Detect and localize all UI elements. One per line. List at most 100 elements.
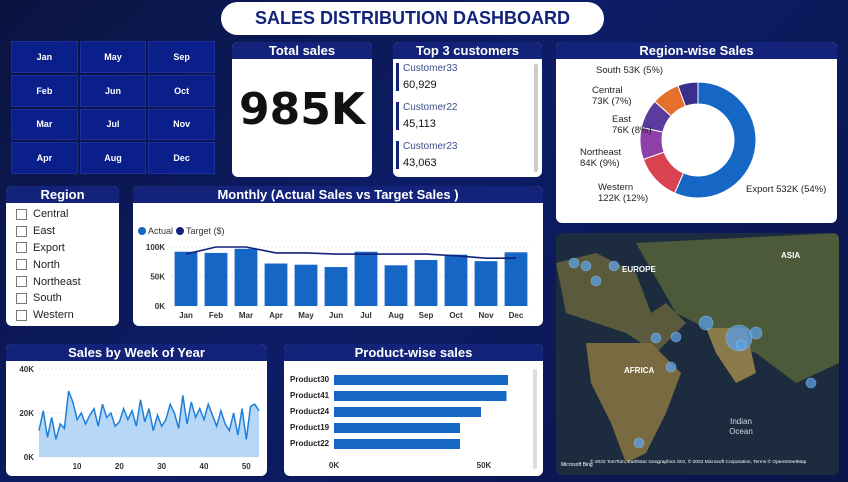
x-tick-label: Sep [419, 311, 434, 320]
map-bubble [590, 275, 602, 287]
x-tick-label: Apr [269, 311, 283, 320]
map-bubble [698, 315, 714, 331]
map-bubble [568, 257, 580, 269]
checkbox[interactable] [16, 259, 27, 271]
sales-map[interactable]: EUROPE ASIA AFRICA Indian Ocean Microsoft Bin… [556, 233, 839, 475]
month-button-sep[interactable]: Sep [148, 41, 215, 73]
donut-slice [677, 81, 699, 107]
map-bubble [665, 361, 677, 373]
checkbox[interactable] [16, 242, 27, 254]
top-customers-title: Top 3 customers [393, 42, 542, 59]
x-tick-label: 40 [200, 462, 209, 471]
month-button-jun[interactable]: Jun [79, 74, 147, 107]
month-button-nov[interactable]: Nov [148, 108, 215, 141]
monthly-bar [414, 259, 438, 306]
legend-marker [138, 227, 146, 235]
map-label-europe: EUROPE [622, 265, 656, 274]
x-tick-label: Feb [209, 311, 223, 320]
x-tick-label: Jan [179, 311, 193, 320]
y-tick-label: 0K [155, 302, 165, 311]
month-button-feb[interactable]: Feb [11, 74, 78, 107]
region-sales-card: Region-wise Sales Export 532K (54%) Weste… [556, 42, 837, 223]
region-option-central[interactable]: Central [6, 206, 119, 223]
scrollbar[interactable] [534, 64, 538, 172]
monthly-chart-title: Monthly (Actual Sales vs Target Sales ) [133, 186, 543, 203]
customer-name: Customer22 [403, 102, 458, 113]
monthly-bar [444, 254, 468, 306]
dashboard-title: SALES DISTRIBUTION DASHBOARD [221, 2, 604, 35]
region-option-export[interactable]: Export [6, 240, 119, 257]
x-tick-label: Jul [360, 311, 372, 320]
month-button-dec[interactable]: Dec [148, 142, 215, 174]
y-tick-label: 50K [150, 273, 165, 282]
checkbox[interactable] [16, 309, 27, 321]
region-option-east[interactable]: East [6, 223, 119, 240]
donut-slice [673, 81, 757, 199]
slice-label: East 76K (8%) [612, 114, 652, 136]
monthly-bar [504, 252, 528, 306]
product-bar [334, 423, 460, 433]
target-line [185, 246, 516, 260]
x-tick-label: May [298, 311, 314, 320]
customer-item: Customer23 43,063 [396, 141, 531, 169]
x-tick-label: 0K [329, 461, 339, 470]
top-customers-card: Top 3 customers Customer33 60,929 Customer… [393, 42, 542, 177]
month-slicer: Jan May Sep Feb Jun Oct Mar Jul Nov Apr Aug Dec [11, 41, 215, 174]
month-button-mar[interactable]: Mar [11, 108, 78, 141]
checkbox[interactable] [16, 225, 27, 237]
product-chart-title: Product-wise sales [284, 344, 543, 361]
product-label: Product30 [290, 375, 330, 384]
total-sales-value: 985K [239, 84, 365, 135]
month-button-apr[interactable]: Apr [11, 142, 78, 174]
map-card[interactable]: EUROPE ASIA AFRICA Indian Ocean Microsoft Bin… [556, 233, 839, 475]
product-bar-chart: Product30 Product41 Product24 Product19 Prod… [290, 369, 537, 470]
monthly-bar [354, 251, 378, 306]
legend-marker [176, 227, 184, 235]
map-bubble [749, 326, 763, 340]
checkbox[interactable] [16, 276, 27, 288]
monthly-bar [384, 265, 408, 306]
total-sales-card: Total sales 985K [232, 42, 372, 177]
bing-logo: Microsoft Bing [561, 462, 593, 468]
map-bubble [805, 377, 817, 389]
weekly-line [38, 390, 260, 440]
product-label: Product22 [290, 439, 330, 448]
y-tick-label: 20K [19, 409, 34, 418]
month-button-oct[interactable]: Oct [148, 74, 215, 107]
customer-name: Customer23 [403, 141, 458, 152]
x-tick-label: 10 [73, 462, 82, 471]
monthly-bar [324, 267, 348, 306]
checkbox[interactable] [16, 292, 27, 304]
customer-item: Customer33 60,929 [396, 63, 531, 91]
region-option-south[interactable]: South [6, 290, 119, 307]
month-button-aug[interactable]: Aug [79, 142, 147, 174]
month-button-jul[interactable]: Jul [79, 108, 147, 141]
region-label: East [33, 225, 56, 238]
y-tick-label: 100K [146, 243, 165, 252]
customer-name: Customer33 [403, 63, 458, 74]
region-option-northeast[interactable]: Northeast [6, 273, 119, 290]
legend-target: Target ($) [186, 226, 225, 236]
donut-slice [642, 151, 685, 194]
product-label: Product41 [290, 391, 330, 400]
monthly-bar [234, 248, 258, 306]
map-bubble [670, 331, 682, 343]
month-button-may[interactable]: May [79, 41, 147, 73]
region-sales-title: Region-wise Sales [556, 42, 837, 59]
x-tick-label: Dec [509, 311, 524, 320]
month-button-jan[interactable]: Jan [11, 41, 78, 73]
weekly-area-chart: 0K 20K 40K 10 20 30 40 50 [19, 365, 260, 471]
slice-label: Northeast 84K (9%) [580, 147, 622, 169]
map-bubble [608, 260, 620, 272]
product-bar [334, 375, 508, 385]
monthly-bar [294, 264, 318, 306]
map-bubble [735, 339, 747, 351]
region-label: South [33, 292, 62, 305]
map-bubble [650, 332, 662, 344]
monthly-bar [474, 261, 498, 306]
region-option-north[interactable]: North [6, 256, 119, 273]
region-option-western[interactable]: Western [6, 307, 119, 324]
checkbox[interactable] [16, 208, 27, 220]
region-label: Northeast [33, 275, 81, 288]
monthly-bar [174, 251, 198, 306]
